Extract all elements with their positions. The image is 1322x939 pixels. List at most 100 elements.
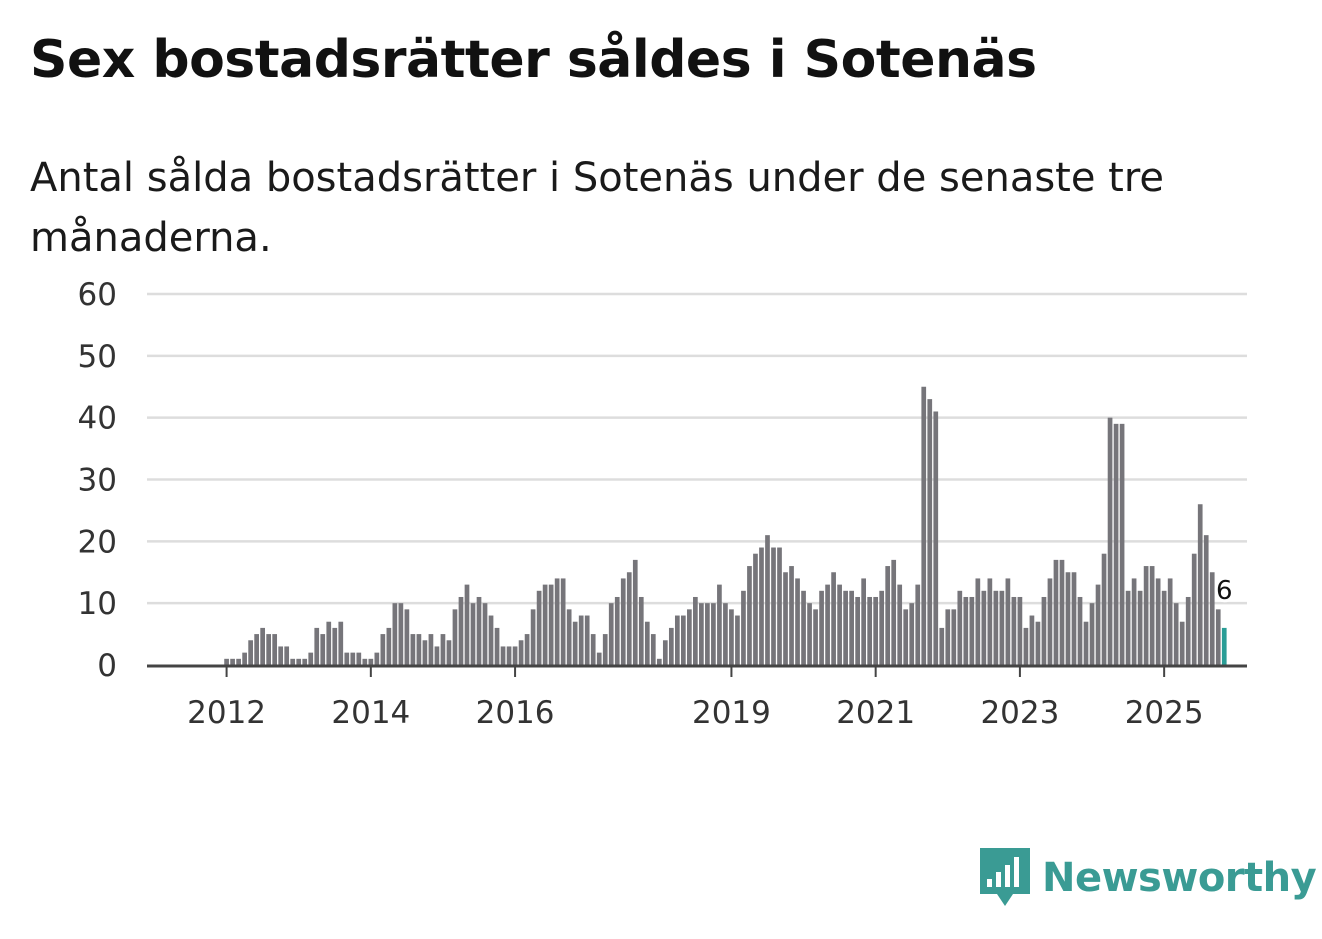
bar [524, 634, 530, 665]
bar [1137, 590, 1143, 665]
bar [1095, 584, 1101, 665]
bar [759, 547, 764, 665]
bar [699, 603, 704, 665]
bar [795, 578, 800, 665]
bar [1017, 596, 1023, 665]
bar [1185, 596, 1191, 665]
bar [488, 615, 494, 665]
bar [1089, 603, 1095, 665]
bar [693, 596, 698, 665]
bar [386, 627, 392, 665]
bar [572, 621, 578, 665]
y-tick-label: 60 [78, 277, 117, 313]
bar [1107, 417, 1113, 665]
bar [356, 652, 362, 665]
bar [272, 634, 278, 665]
bar [777, 547, 782, 665]
bar [434, 646, 440, 665]
bar [362, 658, 368, 665]
bar [284, 646, 290, 665]
bar [981, 590, 987, 665]
bar [482, 603, 488, 665]
newsworthy-logo-icon [980, 848, 1030, 906]
bar [554, 578, 560, 665]
bar [632, 559, 638, 665]
bar [1101, 553, 1107, 665]
bar [404, 609, 410, 665]
bar [1065, 572, 1071, 665]
bar [711, 603, 716, 665]
brand-name: Newsworthy [1042, 855, 1317, 901]
bar [1023, 627, 1029, 665]
bar [831, 572, 836, 665]
bar [1191, 553, 1197, 665]
bar [500, 646, 506, 665]
bar [933, 411, 939, 665]
bar [879, 590, 885, 665]
x-tick-label: 2012 [187, 695, 266, 731]
bar [290, 658, 296, 665]
bar [542, 584, 548, 665]
gridlines [147, 292, 1247, 605]
bar [939, 627, 945, 665]
bars [224, 386, 1227, 665]
bar [458, 596, 464, 665]
bar [596, 652, 602, 665]
bar [729, 609, 734, 665]
bar [446, 640, 452, 665]
x-tick-label: 2014 [331, 695, 410, 731]
bar [278, 646, 284, 665]
bar [789, 566, 794, 665]
bar [1209, 572, 1215, 665]
bar [530, 609, 536, 665]
bar [560, 578, 566, 665]
bar [1131, 578, 1137, 665]
bar [945, 609, 951, 665]
bar [987, 578, 993, 665]
bar [1053, 559, 1059, 665]
y-tick-label: 50 [78, 339, 117, 375]
bar [717, 584, 722, 665]
bar [873, 596, 879, 665]
bar [344, 652, 350, 665]
bar [416, 634, 422, 665]
bar [1173, 603, 1179, 665]
bar [548, 584, 554, 665]
bar [536, 590, 542, 665]
bar [741, 590, 746, 665]
bar [620, 578, 626, 665]
bar [320, 634, 326, 665]
bar [566, 609, 572, 665]
bar [476, 596, 482, 665]
bar [885, 566, 891, 665]
bar [681, 615, 686, 665]
bar [494, 627, 500, 665]
bar [813, 609, 818, 665]
bar [332, 627, 338, 665]
bar [825, 584, 830, 665]
bar [308, 652, 314, 665]
bar [1149, 566, 1155, 665]
x-tick-label: 2021 [836, 695, 915, 731]
bar [440, 634, 446, 665]
bar [909, 603, 915, 665]
bar [807, 603, 812, 665]
bar [656, 658, 662, 665]
bar [428, 634, 434, 665]
bar [392, 603, 398, 665]
bar [266, 634, 272, 665]
bar [921, 386, 927, 665]
bar [861, 578, 866, 665]
bar [1113, 423, 1119, 665]
bar [410, 634, 416, 665]
bar [518, 640, 524, 665]
bar [927, 399, 933, 665]
bar [1125, 590, 1131, 665]
bar [1161, 590, 1167, 665]
bar [1047, 578, 1053, 665]
bar [687, 609, 692, 665]
bar [765, 535, 770, 665]
bar [855, 596, 860, 665]
bar [602, 634, 608, 665]
bar [819, 590, 824, 665]
